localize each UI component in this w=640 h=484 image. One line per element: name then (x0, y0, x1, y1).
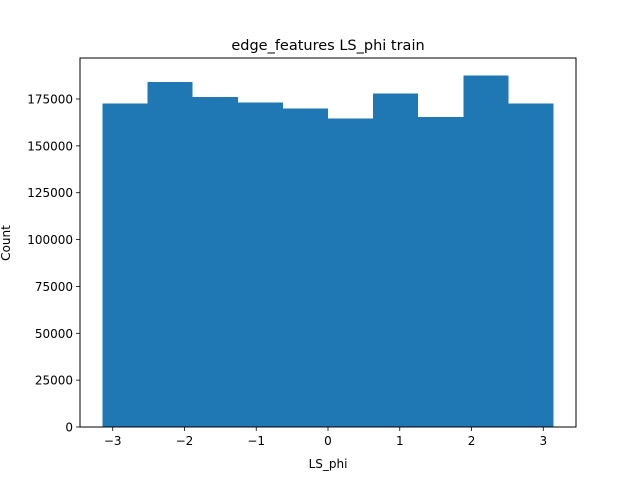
y-tick-label-7: 150000 (27, 139, 73, 153)
histogram-bar-3 (192, 97, 238, 427)
y-tick-label-3: 50000 (35, 327, 73, 341)
x-tick-label-3: −1 (247, 434, 265, 448)
histogram-bar-2 (147, 82, 193, 427)
histogram-bar-9 (463, 75, 509, 428)
y-axis-label: Count (0, 225, 13, 261)
x-tick-label-7: 3 (539, 434, 547, 448)
histogram-bar-7 (373, 93, 419, 428)
x-tick-label-5: 1 (396, 434, 404, 448)
y-tick-label-5: 100000 (27, 233, 73, 247)
histogram-bar-8 (418, 116, 464, 427)
x-tick-label-6: 2 (468, 434, 476, 448)
histogram-bar-6 (328, 118, 374, 428)
histogram-bar-1 (102, 103, 148, 427)
y-tick-label-1: 0 (65, 421, 73, 435)
y-tick-label-4: 75000 (35, 280, 73, 294)
chart-title: edge_features LS_phi train (231, 38, 424, 54)
histogram-bar-10 (508, 103, 554, 427)
x-axis-label: LS_phi (309, 457, 348, 471)
y-tick-label-2: 25000 (35, 374, 73, 388)
x-tick-label-2: −2 (176, 434, 194, 448)
histogram-bar-5 (282, 108, 328, 427)
x-tick-label-4: 0 (324, 434, 332, 448)
axes-group: −3 −2 −1 0 1 2 3 0 25000 50000 75000 100000 125000 15… (27, 57, 577, 448)
histogram-bar-4 (237, 102, 283, 428)
x-tick-label-1: −3 (104, 434, 122, 448)
y-tick-label-6: 125000 (27, 186, 73, 200)
bars-group (102, 75, 554, 428)
y-tick-label-8: 175000 (27, 93, 73, 107)
